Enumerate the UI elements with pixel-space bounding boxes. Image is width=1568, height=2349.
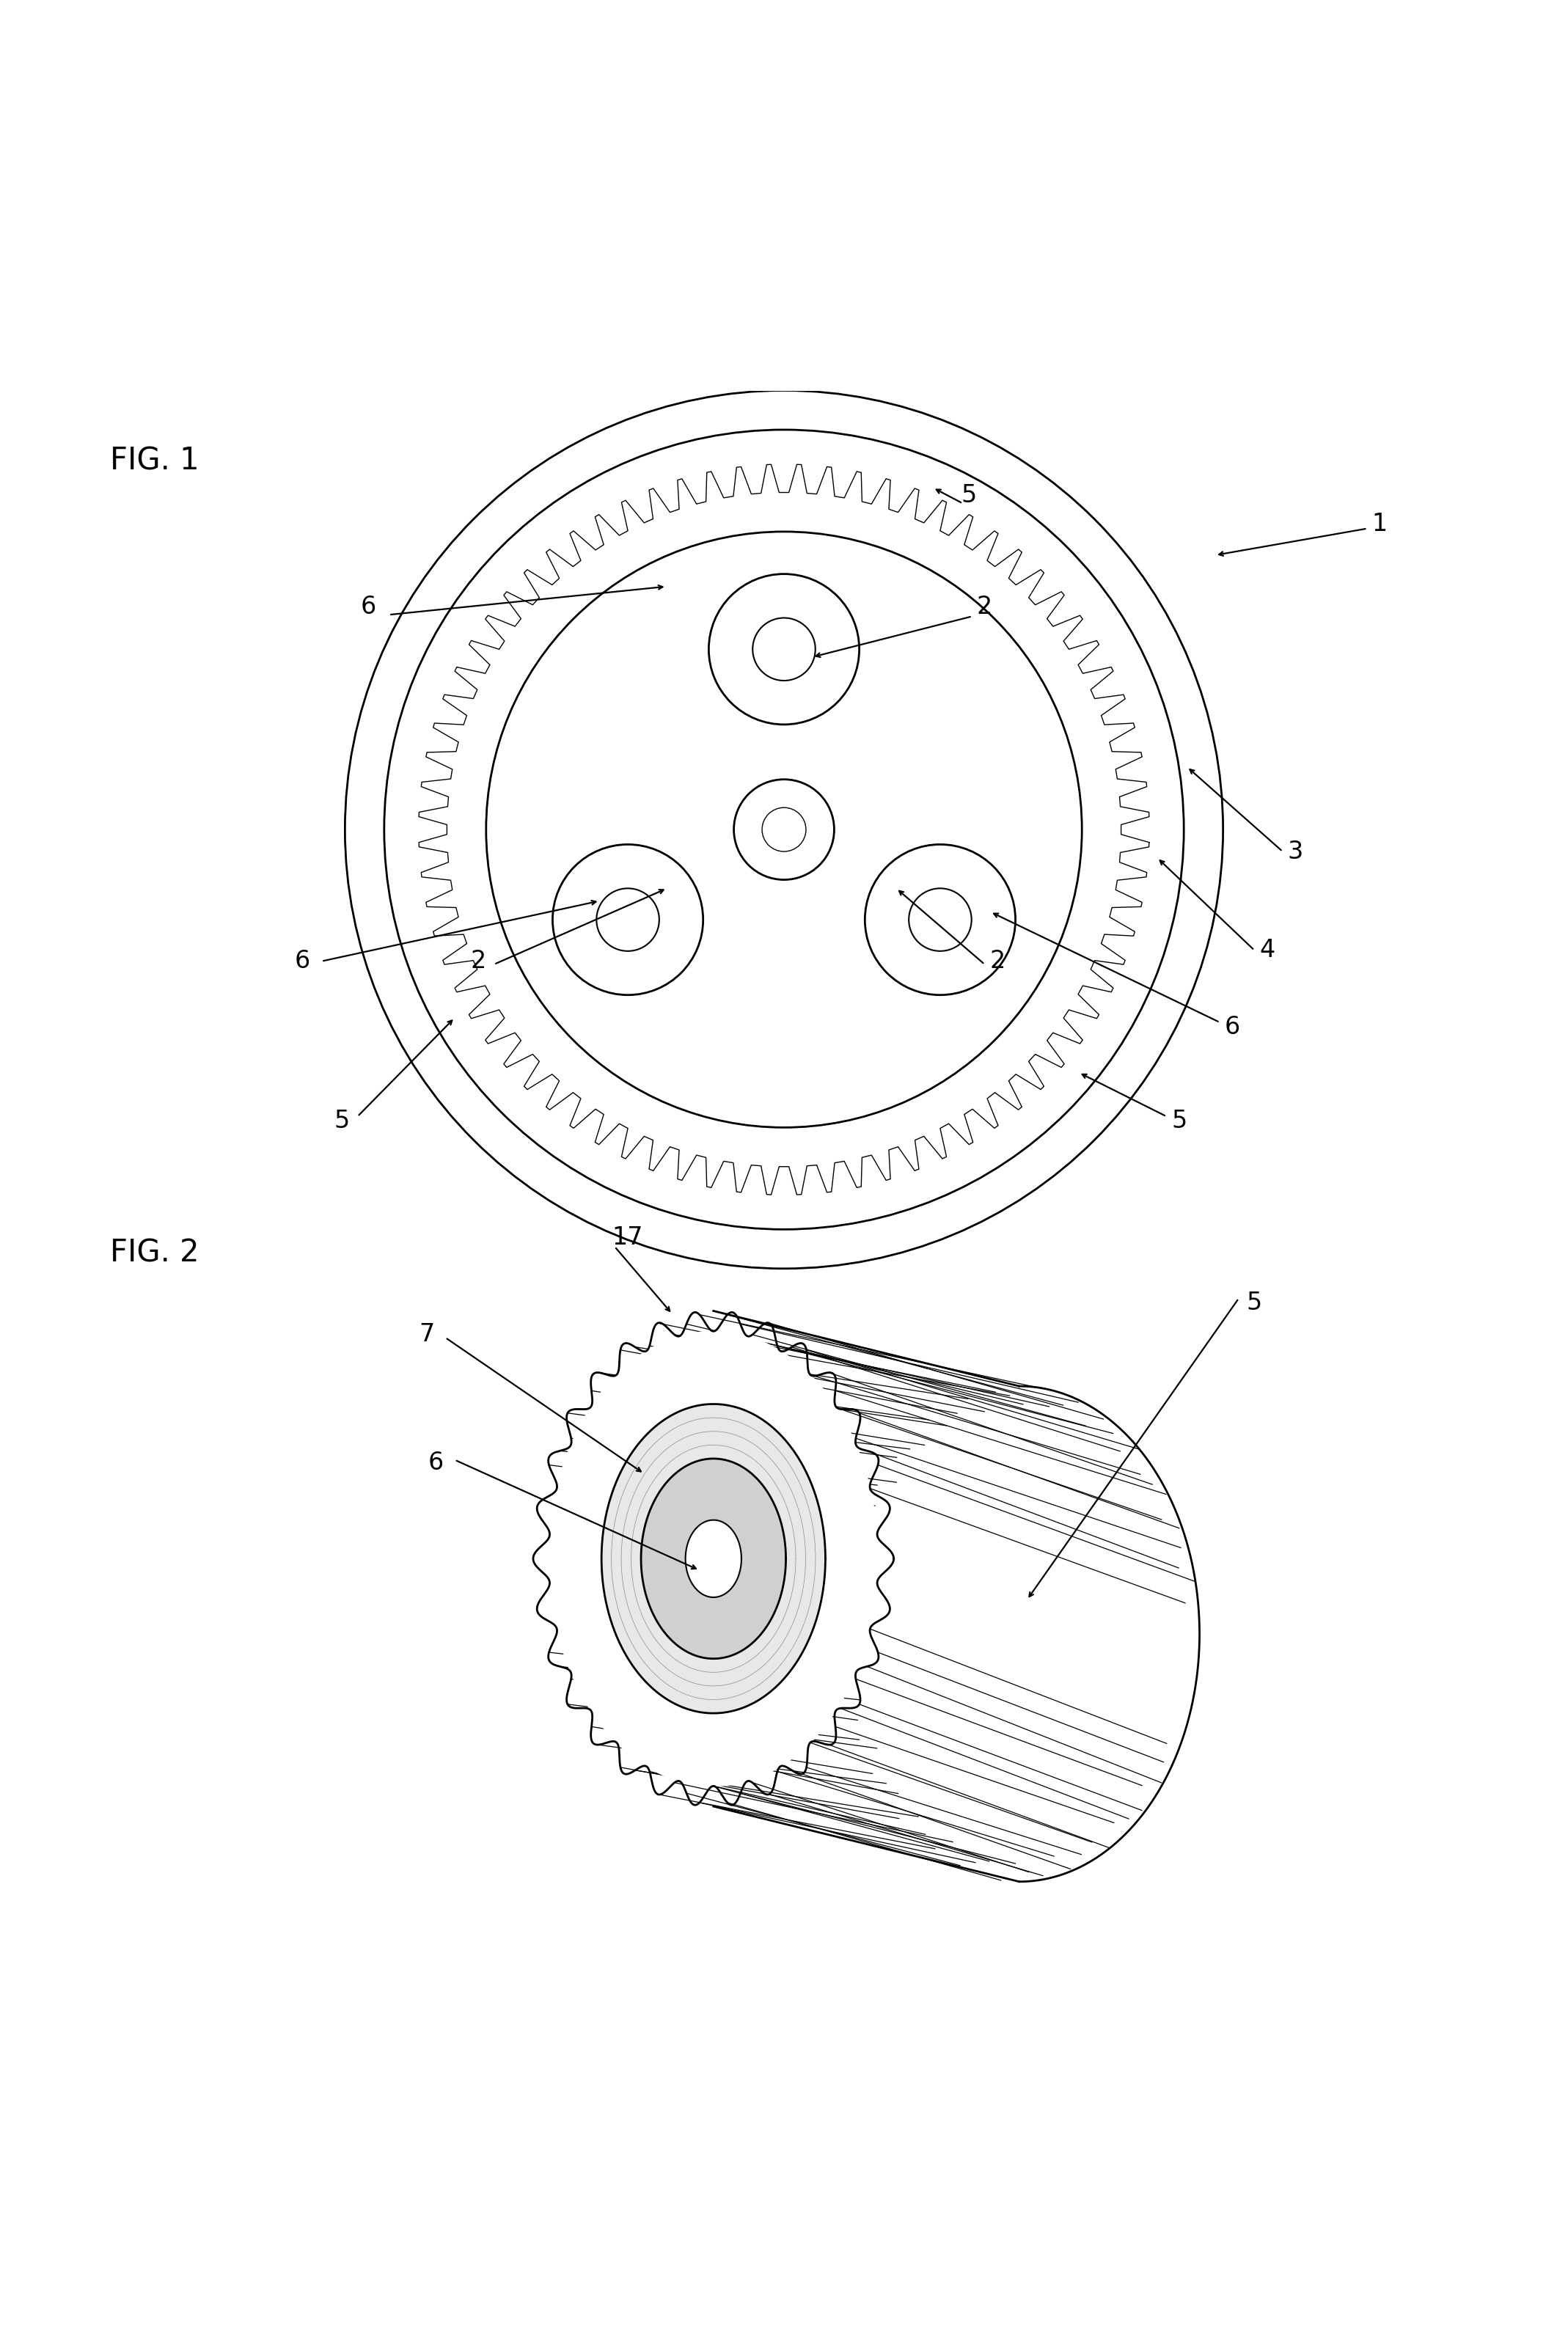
Circle shape (866, 843, 1016, 996)
Circle shape (734, 780, 834, 881)
Circle shape (709, 573, 859, 723)
Text: 7: 7 (419, 1322, 434, 1346)
Polygon shape (549, 1332, 878, 1785)
Text: 6: 6 (1225, 1015, 1240, 1038)
Text: 3: 3 (1287, 839, 1303, 864)
Circle shape (486, 531, 1082, 1128)
Text: 17: 17 (612, 1226, 643, 1250)
Polygon shape (685, 1520, 742, 1597)
Text: 6: 6 (361, 594, 376, 620)
Circle shape (552, 843, 702, 996)
Text: 6: 6 (295, 949, 310, 972)
Text: 5: 5 (961, 484, 977, 507)
Polygon shape (641, 1459, 786, 1658)
Text: 2: 2 (989, 949, 1005, 972)
Text: FIG. 1: FIG. 1 (110, 446, 199, 477)
Polygon shape (602, 1405, 825, 1712)
Text: FIG. 2: FIG. 2 (110, 1238, 199, 1268)
Text: 5: 5 (334, 1109, 350, 1132)
Text: 5: 5 (1171, 1109, 1187, 1132)
Text: 2: 2 (977, 594, 993, 620)
Circle shape (762, 808, 806, 850)
Text: 1: 1 (1372, 512, 1388, 536)
Text: 6: 6 (428, 1452, 444, 1475)
Text: 4: 4 (1259, 937, 1275, 963)
Circle shape (753, 618, 815, 681)
Text: 5: 5 (1247, 1292, 1262, 1315)
Circle shape (596, 888, 659, 951)
Text: 2: 2 (470, 949, 486, 972)
Circle shape (909, 888, 972, 951)
